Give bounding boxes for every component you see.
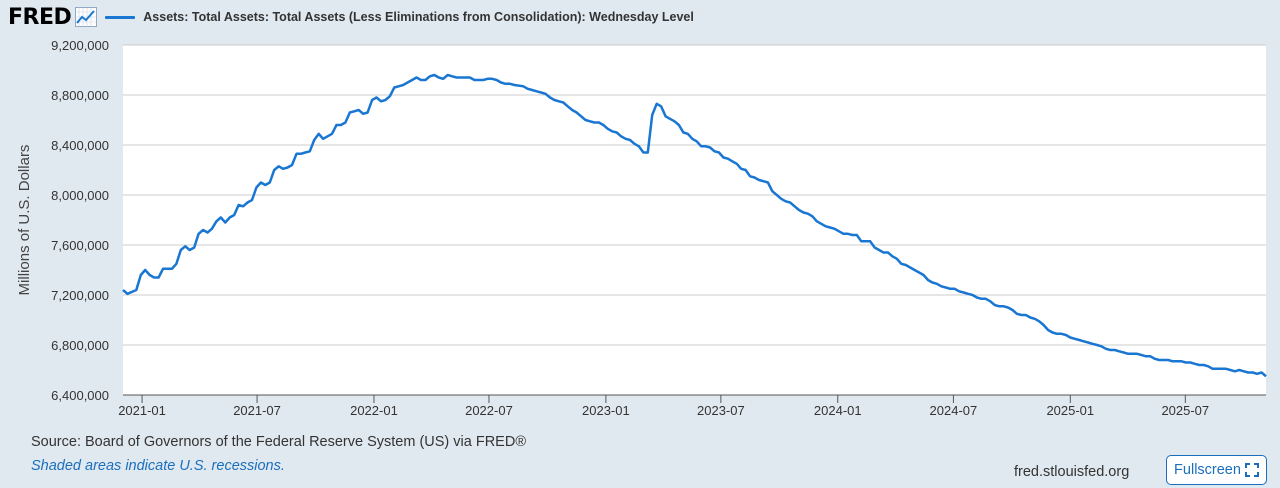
y-tick-label: 7,600,000 [51, 238, 109, 253]
x-tick-label: 2025-01 [1046, 403, 1094, 418]
y-tick-label: 8,800,000 [51, 88, 109, 103]
fullscreen-button[interactable]: Fullscreen [1166, 455, 1267, 485]
legend-swatch [105, 15, 136, 19]
fullscreen-label: Fullscreen [1174, 462, 1241, 478]
y-axis-label: Millions of U.S. Dollars [16, 145, 33, 296]
y-tick-label: 7,200,000 [51, 288, 109, 303]
x-tick-label: 2025-07 [1161, 403, 1209, 418]
series-line[interactable] [122, 73, 1267, 378]
site-url[interactable]: fred.stlouisfed.org [1014, 464, 1130, 480]
x-tick-label: 2022-01 [350, 403, 398, 418]
legend-label: Assets: Total Assets: Total Assets (Less… [143, 10, 694, 24]
x-tick-label: 2023-07 [697, 403, 745, 418]
y-tick-label: 6,800,000 [51, 338, 109, 353]
line-chart[interactable]: 6,400,000 6,800,000 7,200,000 7,600,000 8,00… [0, 0, 1280, 425]
y-tick-label: 9,200,000 [51, 38, 109, 53]
x-tick-label: 2023-01 [582, 403, 630, 418]
x-tick-label: 2022-07 [465, 403, 513, 418]
fred-logo[interactable]: FRED [8, 4, 72, 30]
y-tick-label: 8,000,000 [51, 188, 109, 203]
x-tick-label: 2024-01 [814, 403, 862, 418]
plot-area [123, 45, 1266, 395]
fullscreen-icon [1244, 463, 1259, 477]
x-tick-label: 2021-07 [233, 403, 281, 418]
x-tick-label: 2024-07 [930, 403, 978, 418]
trend-chart-icon [75, 7, 98, 27]
chart-header: FRED Assets: Total Assets: Total Assets … [8, 3, 694, 31]
recession-note: Shaded areas indicate U.S. recessions. [31, 458, 285, 474]
source-note: Source: Board of Governors of the Federa… [31, 434, 527, 450]
y-tick-label: 6,400,000 [51, 388, 109, 403]
y-tick-label: 8,400,000 [51, 138, 109, 153]
x-tick-label: 2021-01 [118, 403, 166, 418]
